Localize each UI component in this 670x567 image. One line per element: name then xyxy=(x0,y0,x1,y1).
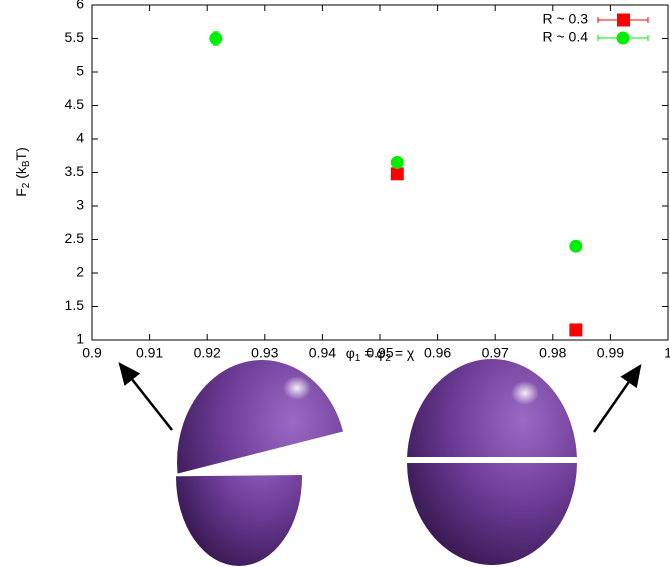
legend-marker xyxy=(617,14,630,27)
x-tick-label: 0.91 xyxy=(136,345,163,361)
y-tick-label: 6 xyxy=(76,0,84,12)
x-tick-label: 0.92 xyxy=(194,345,221,361)
label-part: (k xyxy=(13,166,29,183)
legend-marker xyxy=(617,32,630,45)
chart: 1 1.5 2 2.5 3 3.5 4 4.5 5 5.5 6 0.9 0.91 0.92 0.93 0.94… xyxy=(0,0,670,567)
y-tick-label: 5.5 xyxy=(65,29,85,45)
y-label: F2 (kBT) xyxy=(13,147,32,197)
point xyxy=(391,167,404,180)
y-tick-label: 4.5 xyxy=(65,96,85,112)
label-part: φ xyxy=(346,345,355,361)
label-part: F xyxy=(13,188,29,197)
legend-label: R ~ 0.4 xyxy=(542,29,588,45)
point xyxy=(569,323,582,336)
highlight xyxy=(511,381,539,405)
point xyxy=(391,156,404,169)
x-tick-label: 0.94 xyxy=(309,345,336,361)
y-tick-label: 4 xyxy=(76,130,84,146)
arrow xyxy=(120,364,172,430)
point xyxy=(569,240,582,253)
x-tick-label: 0.99 xyxy=(597,345,624,361)
point xyxy=(209,32,222,45)
x-tick-label: 1 xyxy=(664,345,670,361)
legend-label: R ~ 0.3 xyxy=(542,11,588,27)
y-tick-label: 1.5 xyxy=(65,297,85,313)
plot-frame xyxy=(92,5,668,340)
y-tick-label: 3 xyxy=(76,197,84,213)
y-tick-label: 5 xyxy=(76,63,84,79)
y-tick-label: 2.5 xyxy=(65,230,85,246)
x-tick-label: 0.98 xyxy=(539,345,566,361)
label-part: T) xyxy=(13,147,29,160)
x-tick-label: 0.97 xyxy=(482,345,509,361)
page: 1 1.5 2 2.5 3 3.5 4 4.5 5 5.5 6 0.9 0.91 0.92 0.93 0.94… xyxy=(0,0,670,567)
illustration xyxy=(120,359,640,566)
highlight xyxy=(283,376,311,400)
x-tick-label: 0.93 xyxy=(251,345,278,361)
y-tick-label: 3.5 xyxy=(65,163,85,179)
x-tick-label: 0.9 xyxy=(82,345,102,361)
x-label: φ1 = φ2 = χ xyxy=(346,345,415,364)
label-part: = φ xyxy=(360,345,385,361)
label-part: = χ xyxy=(391,345,415,361)
y-tick-label: 2 xyxy=(76,264,84,280)
arrow xyxy=(594,366,640,432)
x-tick-label: 0.96 xyxy=(424,345,451,361)
